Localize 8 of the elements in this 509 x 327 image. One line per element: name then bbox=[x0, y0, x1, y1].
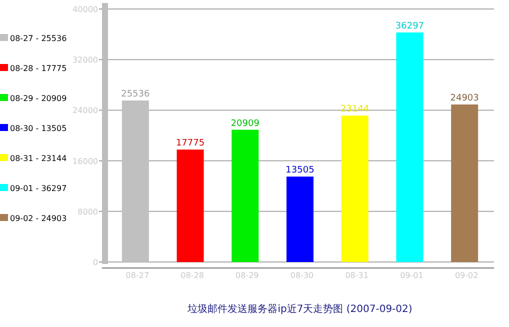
data-label: 25536 bbox=[121, 89, 150, 100]
data-label: 20909 bbox=[230, 118, 260, 129]
data-label: 17775 bbox=[176, 138, 205, 149]
data-label: 13505 bbox=[286, 166, 314, 176]
text: 垃圾邮件发送服务器ip近7天走势图 (2007-09-02) bbox=[186, 303, 412, 315]
data-label: 23144 bbox=[340, 104, 370, 115]
data-label: 24903 bbox=[450, 93, 479, 104]
data-label: 36297 bbox=[395, 21, 424, 32]
